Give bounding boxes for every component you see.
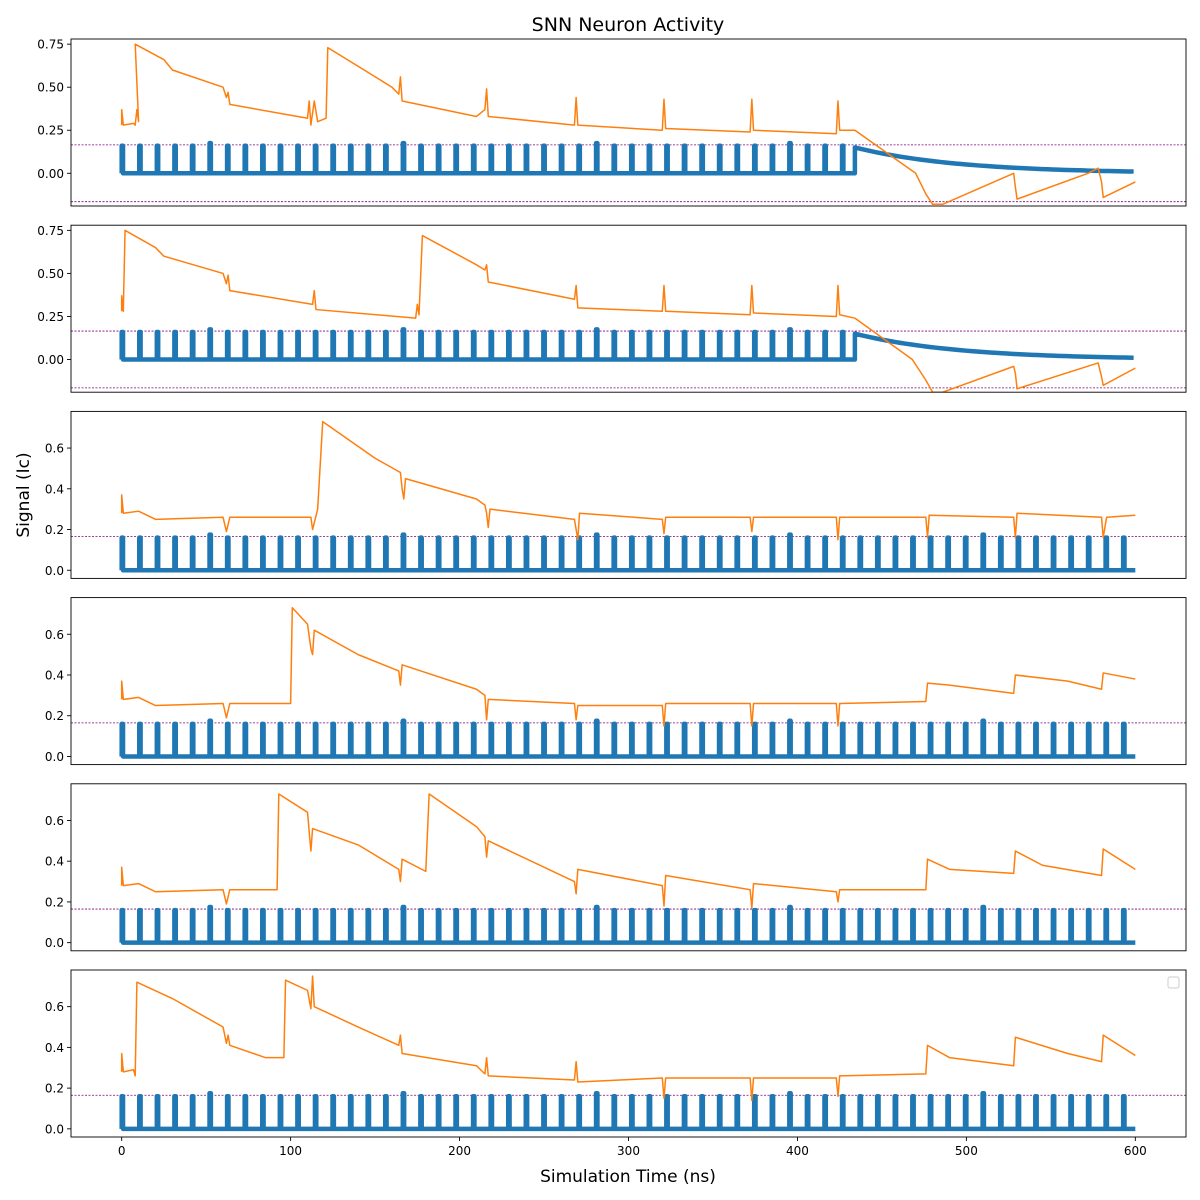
subplot-1: 0.00 0.25 0.50 0.75 (37, 38, 1187, 207)
y-tick-label: 0.50 (37, 267, 64, 281)
x-tick-label: 600 (1124, 1144, 1147, 1158)
y-tick-label: 0.75 (37, 38, 64, 52)
y-tick-label: 0.6 (45, 814, 64, 828)
y-tick-label: 0.4 (45, 855, 64, 869)
subplot-frame (70, 38, 1187, 207)
subplot-5: 0.0 0.2 0.4 0.6 (45, 783, 1187, 952)
membrane-series (120, 793, 1136, 909)
x-axis-label: Simulation Time (ns) (540, 1167, 716, 1187)
x-tick-label: 100 (279, 1144, 302, 1158)
y-tick-label: 0.00 (37, 353, 64, 367)
membrane-series (120, 607, 1136, 727)
y-tick-label: 0.6 (45, 1000, 64, 1014)
y-tick-label: 0.2 (45, 709, 64, 723)
subplot-3: 0.0 0.2 0.4 0.6 (45, 410, 1187, 579)
y-tick-label: 0.2 (45, 523, 64, 537)
y-tick-label: 0.25 (37, 310, 64, 324)
plot-area (71, 43, 1186, 206)
y-tick-label: 0.0 (45, 750, 64, 764)
y-tick-label: 0.4 (45, 1041, 64, 1055)
y-tick-label: 0.50 (37, 81, 64, 95)
y-tick-label: 0.4 (45, 482, 64, 496)
plot-area (71, 975, 1186, 1132)
subplot-frame (70, 597, 1187, 766)
y-tick-label: 0.4 (45, 668, 64, 682)
x-tick-label: 500 (955, 1144, 978, 1158)
y-tick-label: 0.6 (45, 442, 64, 456)
y-tick-label: 0.0 (45, 1122, 64, 1136)
subplots: 0.000.250.500.750.000.250.500.750.00.20.… (37, 38, 1187, 1158)
subplot-2: 0.00 0.25 0.50 0.75 (37, 224, 1187, 393)
pulse-series (119, 904, 1136, 945)
y-tick-label: 0.2 (45, 1082, 64, 1096)
y-tick-label: 0.2 (45, 895, 64, 909)
y-tick-label: 0.25 (37, 124, 64, 138)
subplot-frame (70, 783, 1187, 952)
pulse-series (119, 1090, 1136, 1132)
y-tick-label: 0.75 (37, 224, 64, 238)
subplot-frame (70, 224, 1187, 393)
plot-area (71, 793, 1186, 945)
plot-area (71, 420, 1186, 573)
y-tick-label: 0.0 (45, 564, 64, 578)
x-tick-label: 300 (617, 1144, 640, 1158)
pulse-series (119, 718, 1136, 759)
chart-title: SNN Neuron Activity (532, 14, 725, 36)
pulse-series (119, 327, 1134, 362)
subplot-6: 0.0 0.2 0.4 0.6 0 100 200 300 400 500 600 (45, 969, 1187, 1158)
plot-area (71, 229, 1186, 393)
pulse-series (119, 140, 1134, 176)
subplot-frame (70, 410, 1187, 579)
membrane-series (120, 975, 1136, 1102)
x-tick-label: 0 (118, 1144, 126, 1158)
membrane-series (120, 43, 1136, 206)
y-tick-label: 0.00 (37, 167, 64, 181)
y-axis-label: Signal (Ic) (14, 452, 34, 537)
x-tick-label: 400 (786, 1144, 809, 1158)
y-tick-label: 0.6 (45, 628, 64, 642)
membrane-series (120, 229, 1136, 393)
y-tick-label: 0.0 (45, 936, 64, 950)
pulse-series (119, 532, 1136, 573)
legend-box (1167, 976, 1180, 989)
plot-area (71, 607, 1186, 759)
membrane-series (120, 420, 1136, 541)
subplot-4: 0.0 0.2 0.4 0.6 (45, 597, 1187, 766)
x-tick-label: 200 (448, 1144, 471, 1158)
